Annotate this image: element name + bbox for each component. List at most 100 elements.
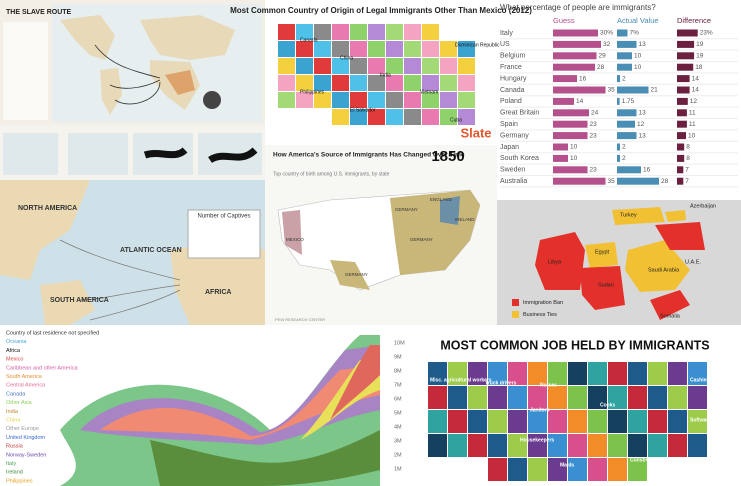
bar: [553, 40, 601, 48]
country-label: US: [500, 41, 510, 48]
column-header: Guess: [553, 16, 575, 25]
value-label: 29: [599, 53, 607, 60]
value-label: 12: [690, 98, 698, 105]
label: Janitors: [530, 407, 550, 413]
label: Software developers: [690, 417, 739, 423]
state-shape: [278, 58, 295, 74]
label: Number of Captives: [197, 214, 250, 220]
slave-route-panel: [0, 0, 265, 125]
column-header: Actual Value: [617, 16, 659, 25]
state-shape: [608, 386, 627, 409]
state-shape: [458, 109, 475, 125]
label: SOUTH AMERICA: [50, 297, 109, 304]
bar: [617, 52, 632, 60]
state-shape: [386, 58, 403, 74]
state-shape: [528, 410, 547, 433]
value-label: 8: [686, 144, 690, 151]
value-label: 12: [637, 121, 645, 128]
legend-entry: Other Europe: [6, 426, 39, 432]
country-label: Hungary: [500, 75, 527, 82]
state-shape: [568, 410, 587, 433]
value-label: 23: [590, 121, 598, 128]
state-shape: [422, 92, 439, 108]
label: GERMANY: [410, 237, 433, 242]
state-shape: [404, 92, 421, 108]
state-shape: [448, 434, 467, 457]
axis-label: 10M: [394, 340, 405, 346]
value-label: 11: [689, 110, 696, 117]
state-shape: [350, 58, 367, 74]
state-shape: [568, 434, 587, 457]
value-label: 7%: [630, 30, 640, 37]
state-shape: [508, 386, 527, 409]
state-shape: [428, 410, 447, 433]
state-shape: [428, 434, 447, 457]
legend-entry: Central America: [6, 383, 46, 389]
country-label: Sweden: [500, 167, 525, 174]
country-label: Germany: [500, 132, 529, 139]
label: Azerbaijan: [690, 203, 716, 209]
state-shape: [440, 109, 457, 125]
state-shape: [628, 434, 647, 457]
state-shape: [528, 362, 547, 385]
label: Egypt: [595, 249, 610, 255]
state-shape: [458, 75, 475, 91]
state-shape: [278, 75, 295, 91]
state-shape: [440, 58, 457, 74]
label: NORTH AMERICA: [18, 205, 77, 212]
bar: [553, 52, 597, 60]
label: ENGLAND: [430, 197, 453, 202]
value-label: 13: [639, 132, 647, 139]
bar: [677, 166, 684, 174]
state-shape: [568, 386, 587, 409]
state-shape: [332, 92, 349, 108]
column-header: Difference: [677, 16, 711, 25]
axis-label: 8M: [394, 368, 402, 374]
state-shape: [296, 41, 313, 57]
state-shape: [350, 24, 367, 40]
state-shape: [548, 410, 567, 433]
axis-label: 7M: [394, 382, 402, 388]
bar: [553, 177, 606, 185]
year: 1850: [431, 148, 464, 165]
state-shape: [468, 410, 487, 433]
state-shape: [404, 24, 421, 40]
country-label: Japan: [500, 144, 519, 151]
bar: [553, 29, 598, 37]
value-label: 8: [686, 155, 690, 162]
value-label: 35: [608, 87, 616, 94]
logo: Slate: [460, 125, 491, 140]
country-label: Great Britain: [500, 110, 539, 117]
panel-title: Most Common Country of Origin of Legal I…: [230, 6, 532, 15]
legend-entry: Ireland: [6, 470, 23, 476]
state-shape: [508, 458, 527, 481]
state-shape: [368, 109, 385, 125]
value-label: 16: [579, 75, 587, 82]
bar: [677, 52, 695, 60]
value-label: 10: [570, 155, 578, 162]
bar: [677, 40, 695, 48]
axis-label: 2M: [394, 452, 402, 458]
state-shape: [468, 362, 487, 385]
state-shape: [588, 458, 607, 481]
country-label: France: [500, 64, 522, 71]
state-shape: [314, 41, 331, 57]
label: Top country of birth among U.S. immigran…: [273, 171, 390, 177]
state-shape: [608, 410, 627, 433]
label: Maids: [560, 462, 574, 468]
state-shape: [668, 362, 687, 385]
state-shape: [608, 362, 627, 385]
label: Housekeepers: [520, 437, 554, 443]
country-label: Poland: [500, 98, 522, 105]
value-label: 21: [651, 87, 659, 94]
value-label: 1.75: [622, 98, 635, 105]
state-shape: [668, 410, 687, 433]
value-label: 10: [688, 132, 696, 139]
state-shape: [296, 24, 313, 40]
state-shape: [386, 75, 403, 91]
bar: [617, 75, 620, 83]
bar: [617, 177, 659, 185]
value-label: 35: [608, 178, 616, 185]
state-shape: [648, 362, 667, 385]
